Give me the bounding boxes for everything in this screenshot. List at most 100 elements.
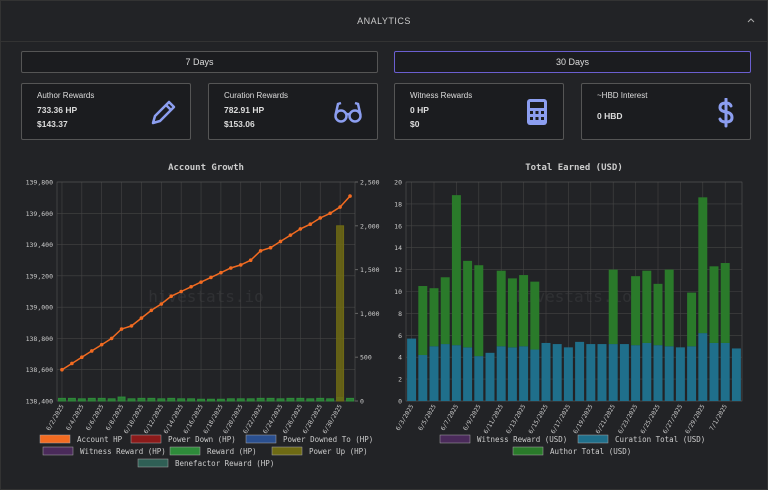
plot-border <box>56 181 356 402</box>
range-button[interactable]: 30 Days <box>394 51 751 73</box>
y2-tick-label: 0 <box>360 398 364 406</box>
bar <box>698 333 708 401</box>
y-tick-label: 16 <box>394 222 402 230</box>
bar <box>463 347 473 401</box>
bar <box>286 397 295 402</box>
y2-tick-label: 1,000 <box>360 310 380 318</box>
x-tick-label: 6/25/2025 <box>639 403 662 435</box>
legend-label: Witness Reward (USD) <box>477 435 567 444</box>
bar <box>276 398 285 402</box>
x-tick-label: 6/9/2025 <box>462 403 483 432</box>
point <box>99 342 104 347</box>
y-tick-label: 12 <box>394 266 402 274</box>
bar <box>731 348 741 401</box>
collapse-icon[interactable] <box>747 17 755 23</box>
x-tick-label: 6/4/2025 <box>65 403 86 432</box>
bar <box>519 346 529 401</box>
bar <box>709 342 719 401</box>
bar <box>720 263 730 343</box>
x-tick-label: 6/30/2025 <box>322 403 345 435</box>
legend-label: Author Total (USD) <box>550 447 631 456</box>
bar <box>296 397 305 402</box>
legend-swatch <box>137 458 169 468</box>
y2-tick-label: 2,000 <box>360 222 380 230</box>
bar <box>418 286 428 356</box>
bar <box>709 266 719 343</box>
point <box>288 233 293 237</box>
stat-card: Curation Rewards 782.91 HP $153.06 <box>208 83 378 140</box>
bar <box>226 398 235 402</box>
point <box>209 275 213 280</box>
point <box>89 349 94 353</box>
bar <box>418 355 428 401</box>
legend-swatch <box>439 434 471 444</box>
bar <box>496 346 506 401</box>
y-tick-label: 139,000 <box>26 304 53 312</box>
x-tick-label: 6/10/2025 <box>123 403 146 435</box>
card-value: 733.36 HP <box>37 105 78 115</box>
bar <box>336 225 345 402</box>
y-tick-label: 138,800 <box>26 335 53 343</box>
x-tick-label: 6/12/2025 <box>143 403 166 435</box>
legend-label: Benefactor Reward (HP) <box>175 459 274 468</box>
bar <box>187 398 196 402</box>
point <box>219 270 223 275</box>
x-tick-label: 6/5/2025 <box>417 403 438 432</box>
bar <box>407 338 417 401</box>
bar <box>642 342 652 401</box>
y-tick-label: 139,200 <box>26 272 53 280</box>
bar <box>642 270 652 343</box>
stat-card: ~HBD Interest 0 HBD <box>581 83 751 140</box>
bar <box>653 345 663 401</box>
bar <box>698 197 708 334</box>
point <box>229 266 233 270</box>
bar <box>451 195 461 346</box>
bar <box>474 265 484 357</box>
x-tick-label: 6/19/2025 <box>572 403 595 435</box>
x-tick-label: 6/3/2025 <box>395 403 416 432</box>
bar <box>429 346 439 401</box>
x-tick-label: 6/16/2025 <box>182 403 205 435</box>
y-tick-label: 18 <box>394 200 402 208</box>
bar <box>586 344 596 401</box>
y-tick-label: 0 <box>398 398 402 406</box>
y2-tick-label: 2,500 <box>360 179 380 187</box>
y-tick-label: 6 <box>398 332 402 340</box>
header[interactable]: ANALYTICS <box>1 1 767 42</box>
bar <box>653 283 663 346</box>
card-title: Witness Rewards <box>410 91 473 100</box>
bar <box>346 397 355 402</box>
point <box>258 249 263 253</box>
range-button[interactable]: 7 Days <box>21 51 378 73</box>
legend-swatch <box>512 446 544 456</box>
point <box>80 355 84 360</box>
point <box>70 361 74 366</box>
x-tick-label: 6/22/2025 <box>242 403 265 435</box>
card-title: Author Rewards <box>37 91 95 100</box>
y-tick-label: 138,600 <box>26 366 53 374</box>
legend-label: Curation Total (USD) <box>615 435 705 444</box>
pencil-icon <box>151 100 176 125</box>
legend-label: Power Down (HP) <box>168 435 236 444</box>
bar <box>608 269 618 345</box>
point <box>169 294 174 298</box>
x-tick-label: 6/6/2025 <box>85 403 106 432</box>
point <box>348 194 352 198</box>
y-tick-label: 139,600 <box>26 210 53 218</box>
chart-title: Total Earned (USD) <box>525 163 623 173</box>
point <box>139 316 144 320</box>
point <box>238 263 243 267</box>
bar <box>563 347 573 401</box>
y-tick-label: 10 <box>394 288 402 296</box>
bar <box>197 398 206 402</box>
bar <box>440 344 450 401</box>
bar <box>157 398 166 402</box>
point <box>189 285 193 289</box>
bar <box>664 269 674 347</box>
point <box>298 227 303 231</box>
bar <box>316 397 325 402</box>
x-tick-label: 6/24/2025 <box>262 403 285 435</box>
bar <box>67 397 76 402</box>
stat-card: Witness Rewards 0 HP $0 <box>394 83 564 140</box>
